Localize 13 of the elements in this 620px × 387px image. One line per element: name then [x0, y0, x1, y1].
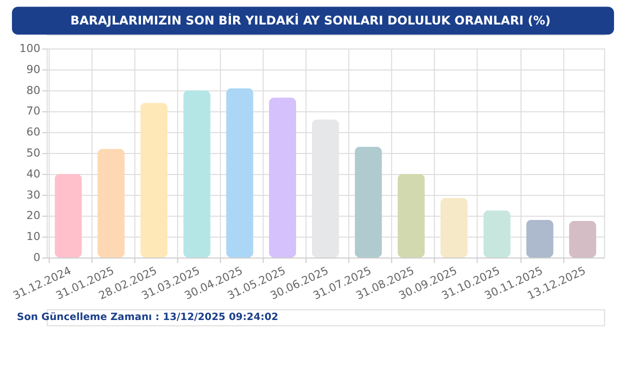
y-tick-label: 60 — [26, 126, 40, 139]
y-tick-label: 50 — [26, 146, 40, 160]
y-tick-label: 0 — [33, 251, 40, 264]
text: Son Güncelleme Zamanı : 13/12/2025 09:24:02 — [16, 312, 278, 324]
y-tick-label: 70 — [26, 104, 40, 118]
y-tick-label: 80 — [26, 84, 40, 97]
y-tick-label: 20 — [26, 209, 40, 222]
y-tick-label: 100 — [19, 42, 40, 56]
y-tick-label: 90 — [26, 62, 40, 76]
chart-title: BARAJLARIMIZIN SON BİR YILDAKİ AY SONLARI DOLULUK ORANLARI (%) — [70, 12, 551, 28]
y-tick-label: 30 — [26, 188, 40, 202]
y-tick-label: 40 — [26, 167, 40, 180]
y-tick-label: 10 — [26, 230, 40, 244]
